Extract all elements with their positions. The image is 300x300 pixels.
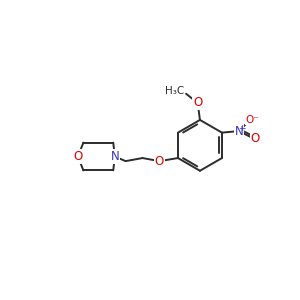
Text: O⁻: O⁻ bbox=[245, 115, 259, 124]
Text: +: + bbox=[238, 124, 246, 133]
Text: O: O bbox=[250, 131, 260, 145]
Text: H₃C: H₃C bbox=[165, 86, 184, 96]
Text: N: N bbox=[235, 124, 243, 138]
Text: O: O bbox=[193, 97, 202, 110]
Text: O: O bbox=[155, 154, 164, 168]
Text: O: O bbox=[73, 150, 83, 163]
Text: N: N bbox=[110, 150, 119, 163]
